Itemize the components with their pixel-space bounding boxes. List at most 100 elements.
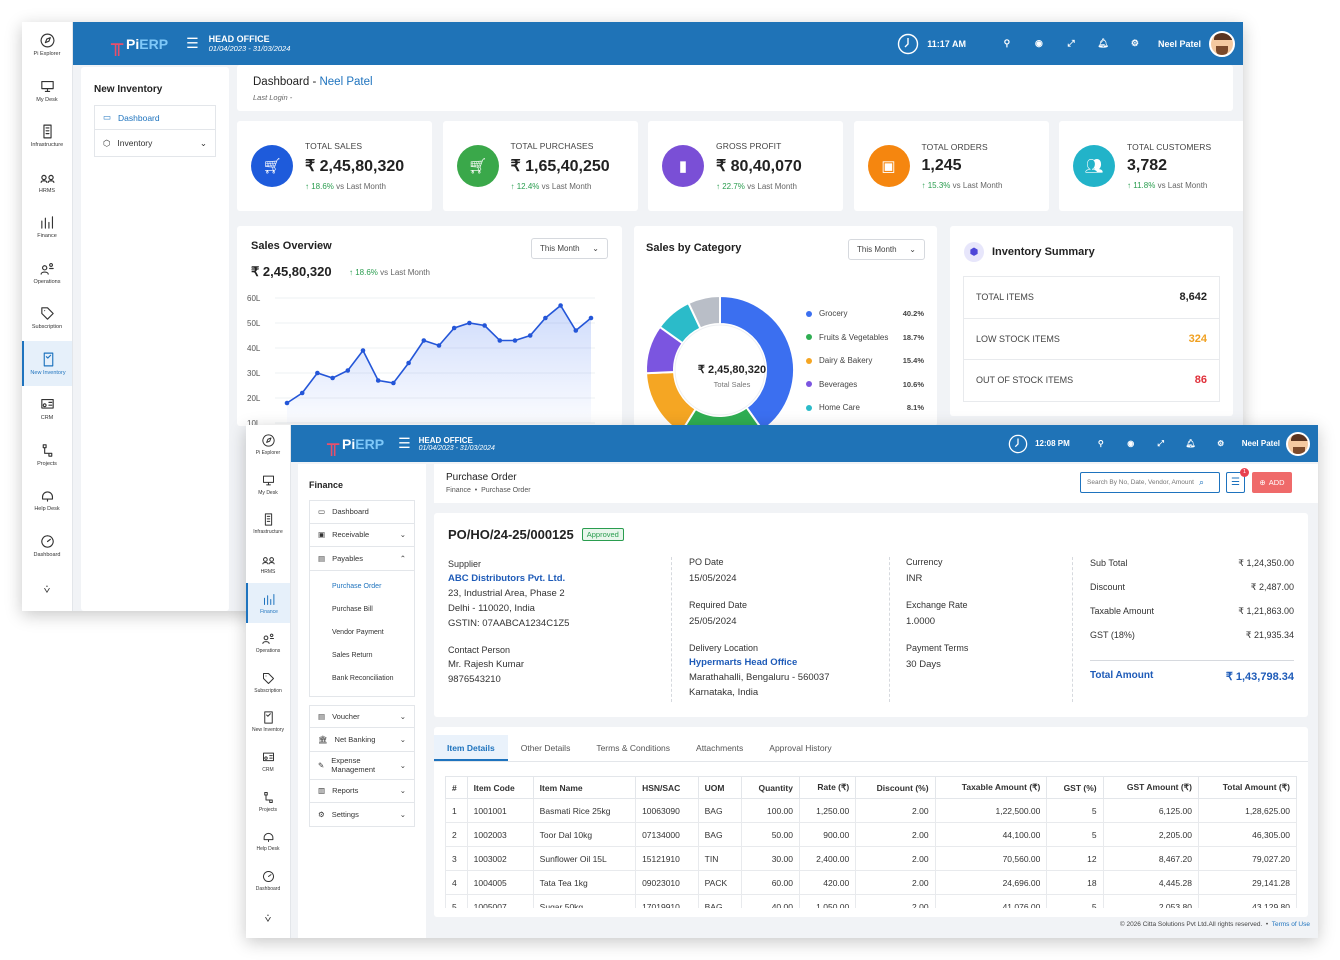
- search-input[interactable]: [1087, 479, 1199, 486]
- gear-icon[interactable]: ⚙: [1217, 439, 1225, 448]
- pin-icon[interactable]: ⚲: [1003, 38, 1011, 48]
- period-select[interactable]: This Month ⌄: [531, 238, 608, 259]
- rail-item-subscription[interactable]: Subscription: [22, 295, 72, 341]
- column-header[interactable]: GST Amount (₹): [1102, 776, 1199, 799]
- delivery-location[interactable]: Hypermarts Head Office: [689, 657, 798, 668]
- submenu-item[interactable]: Sales Return: [332, 651, 373, 659]
- table-row[interactable]: 5 1005007 Sugar 50kg 17019910 BAG 40.00 1,050.…: [445, 894, 1297, 908]
- side-item-dashboard[interactable]: ▭ Dashboard: [94, 105, 216, 130]
- rail-item-my-desk[interactable]: My Desk: [22, 68, 72, 114]
- rail-item-finance[interactable]: Finance: [22, 204, 72, 250]
- column-header[interactable]: HSN/SAC: [635, 776, 699, 799]
- side-item-reports[interactable]: ▥ Reports ⌄: [309, 779, 415, 803]
- side-item-payables[interactable]: ▤ Payables ⌃: [309, 547, 415, 571]
- rail-item-infrastructure[interactable]: Infrastructure: [246, 504, 290, 544]
- submenu-item[interactable]: Purchase Bill: [332, 605, 373, 613]
- table-cell: 40.00: [741, 894, 800, 908]
- terms-link[interactable]: Terms of Use: [1271, 921, 1310, 928]
- rail-item-projects[interactable]: Projects: [22, 432, 72, 478]
- logo-erp: ERP: [355, 435, 385, 452]
- tab-terms-conditions[interactable]: Terms & Conditions: [596, 743, 671, 753]
- filter-button[interactable]: ☰ 1: [1226, 468, 1249, 493]
- column-header[interactable]: Total Amount (₹): [1197, 776, 1297, 799]
- rail-item-crm[interactable]: CRM: [246, 742, 290, 782]
- rail-item-hrms[interactable]: HRMS: [22, 159, 72, 205]
- table-row[interactable]: 3 1003002 Sunflower Oil 15L 15121910 TIN 30.0…: [445, 846, 1297, 871]
- rail-item-finance[interactable]: Finance: [246, 583, 290, 623]
- rail-item-new-inventory[interactable]: New Inventory: [22, 340, 72, 386]
- rail-item-dashboard[interactable]: Dashboard: [246, 861, 290, 901]
- column-header[interactable]: Item Code: [466, 776, 534, 799]
- tab-attachments[interactable]: Attachments: [696, 743, 744, 753]
- bell-icon[interactable]: 🔔︎: [1185, 439, 1196, 448]
- side-item-voucher[interactable]: ▤ Voucher ⌄: [309, 704, 415, 728]
- column-header[interactable]: Taxable Amount (₹): [934, 776, 1048, 799]
- pierp-logo[interactable]: ╥ Pi ERP: [111, 31, 169, 56]
- bell-icon[interactable]: 🔔︎: [1097, 38, 1109, 48]
- rail-item-my-desk[interactable]: My Desk: [246, 465, 290, 505]
- column-header[interactable]: Quantity: [741, 776, 800, 799]
- side-item-receivable[interactable]: ▣ Receivable ⌄: [309, 523, 415, 547]
- side-item-expense-management[interactable]: ✎ Expense Management ⌄: [309, 751, 415, 780]
- rail-more-icon[interactable]: ⩒: [43, 584, 51, 597]
- hamburger-menu-icon[interactable]: ☰: [186, 35, 199, 51]
- tab-other-details[interactable]: Other Details: [520, 743, 571, 753]
- side-item-inventory[interactable]: ⬡ Inventory ⌄: [94, 130, 216, 157]
- table-row[interactable]: 1 1001001 Basmati Rice 25kg 10063090 BAG 100.…: [445, 798, 1297, 823]
- rail-item-hrms[interactable]: HRMS: [246, 544, 290, 584]
- rail-item-operations[interactable]: Operations: [246, 623, 290, 663]
- rail-item-projects[interactable]: Projects: [246, 781, 290, 821]
- column-header[interactable]: GST (%): [1046, 776, 1104, 799]
- rail-item-help-desk[interactable]: Help Desk: [22, 477, 72, 523]
- side-item-net-banking[interactable]: 🏛︎ Net Banking ⌄: [309, 728, 415, 752]
- fullscreen-icon[interactable]: ⤢: [1067, 38, 1075, 48]
- rail-item-help-desk[interactable]: Help Desk: [246, 821, 290, 861]
- rail-item-crm[interactable]: CRM: [22, 386, 72, 432]
- pierp-logo[interactable]: ╥ Pi ERP: [327, 431, 385, 456]
- add-button[interactable]: ⊕ ADD: [1252, 472, 1292, 493]
- supplier-name[interactable]: ABC Distributors Pvt. Ltd.: [448, 573, 566, 584]
- search-box[interactable]: ⌕: [1080, 472, 1220, 493]
- rail-item-dashboard[interactable]: Dashboard: [22, 523, 72, 569]
- tab-item-details[interactable]: Item Details: [434, 735, 508, 761]
- pin-icon[interactable]: ⚲: [1097, 439, 1104, 448]
- rail-more-icon[interactable]: ⩒: [264, 913, 272, 926]
- side-item-dashboard[interactable]: ▭ Dashboard: [309, 500, 415, 524]
- rail-item-new-inventory[interactable]: New Inventory: [246, 702, 290, 742]
- gear-icon[interactable]: ⚙: [1130, 38, 1139, 48]
- eye-icon[interactable]: ◉: [1035, 38, 1043, 48]
- table-row[interactable]: 2 1002003 Toor Dal 10kg 07134000 BAG 50.00 900…: [445, 822, 1297, 847]
- column-header[interactable]: #: [445, 776, 468, 799]
- rail-item-operations[interactable]: Operations: [22, 250, 72, 296]
- rail-item-subscription[interactable]: Subscription: [246, 663, 290, 703]
- table-cell: 5: [445, 894, 468, 908]
- office-selector[interactable]: HEAD OFFICE 01/04/2023 - 31/03/2024: [419, 436, 495, 452]
- table-row[interactable]: 4 1004005 Tata Tea 1kg 09023010 PACK 60.00 420…: [445, 870, 1297, 895]
- avatar[interactable]: [1209, 30, 1235, 57]
- rail-item-infrastructure[interactable]: Infrastructure: [22, 113, 72, 159]
- column-header[interactable]: Discount (%): [855, 776, 936, 799]
- rail-item-pi-explorer[interactable]: Pi Explorer: [246, 425, 290, 465]
- office-selector[interactable]: HEAD OFFICE 01/04/2023 - 31/03/2024: [209, 34, 291, 53]
- side-item-settings[interactable]: ⚙ Settings ⌄: [309, 803, 415, 827]
- search-icon[interactable]: ⌕: [1199, 477, 1205, 487]
- eye-icon[interactable]: ◉: [1127, 439, 1135, 448]
- submenu-item[interactable]: Bank Reconciliation: [332, 674, 394, 682]
- supplier-address-2: Delhi - 110020, India: [448, 603, 535, 614]
- submenu-item[interactable]: Purchase Order: [332, 582, 382, 590]
- side-item-label: Settings: [331, 809, 359, 819]
- column-header[interactable]: Rate (₹): [798, 776, 857, 799]
- tab-approval-history[interactable]: Approval History: [769, 743, 832, 753]
- fullscreen-icon[interactable]: ⤢: [1157, 438, 1164, 448]
- user-name[interactable]: Neel Patel: [1241, 439, 1280, 448]
- rail-item-pi-explorer[interactable]: Pi Explorer: [22, 22, 72, 68]
- side-item-label: Receivable: [332, 530, 370, 540]
- period-select[interactable]: This Month ⌄: [848, 239, 925, 260]
- hamburger-menu-icon[interactable]: ☰: [398, 435, 411, 451]
- avatar[interactable]: [1286, 431, 1310, 456]
- user-name[interactable]: Neel Patel: [1157, 38, 1201, 49]
- breadcrumb-finance[interactable]: Finance: [446, 487, 471, 494]
- column-header[interactable]: UOM: [697, 776, 743, 799]
- column-header[interactable]: Item Name: [532, 776, 637, 799]
- submenu-item[interactable]: Vendor Payment: [332, 628, 384, 636]
